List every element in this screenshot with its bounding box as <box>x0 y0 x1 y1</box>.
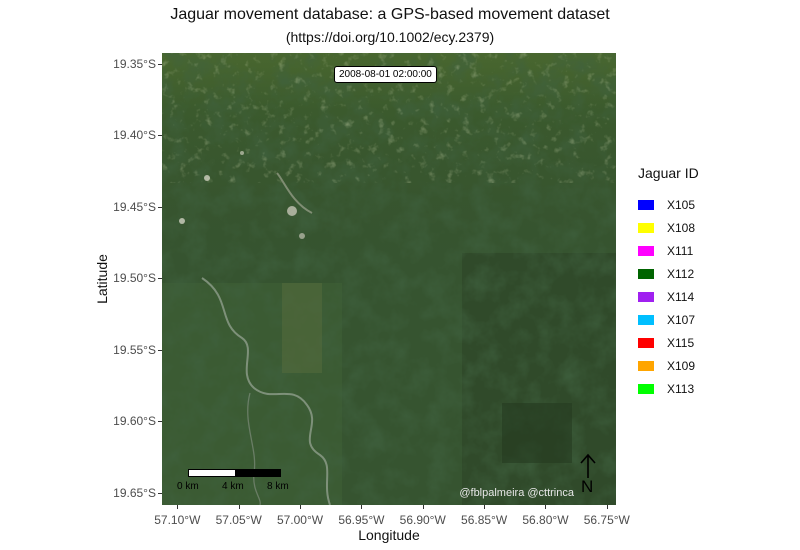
legend-label: X105 <box>667 197 696 212</box>
x-tick-mark <box>606 505 608 509</box>
legend-swatch <box>638 245 654 256</box>
legend-label: X112 <box>667 266 695 281</box>
legend-label: X113 <box>667 381 695 396</box>
x-tick-label: 57.00°W <box>276 513 324 527</box>
legend: Jaguar ID X105 X108 X111 X112 X114 X107 X115 X1… <box>638 165 699 400</box>
y-tick-label: 19.45°S <box>113 199 156 214</box>
legend-item: X108 <box>638 216 699 239</box>
y-tick-mark <box>158 135 162 137</box>
x-tick-label: 56.80°W <box>522 513 569 527</box>
scale-label-8: 8 km <box>267 481 289 492</box>
y-tick-label: 19.55°S <box>113 342 156 357</box>
y-tick-mark <box>158 349 162 351</box>
x-tick-label: 56.75°W <box>583 513 630 527</box>
y-tick-mark <box>158 492 162 494</box>
legend-label: X111 <box>667 243 694 258</box>
legend-label: X108 <box>667 220 696 235</box>
scale-label-0: 0 km <box>177 481 199 492</box>
x-tick-label: 56.85°W <box>461 513 508 527</box>
y-tick-mark <box>158 421 162 423</box>
legend-title: Jaguar ID <box>638 165 699 181</box>
legend-swatch <box>638 337 654 348</box>
x-tick-mark <box>545 505 547 509</box>
legend-swatch <box>638 360 654 371</box>
legend-items: X105 X108 X111 X112 X114 X107 X115 X109 X113 <box>638 193 699 400</box>
legend-item: X105 <box>638 193 699 216</box>
x-tick-mark <box>238 505 240 509</box>
legend-swatch <box>638 268 654 279</box>
plot-subtitle: (https://doi.org/10.1002/ecy.2379) <box>285 29 495 45</box>
legend-item: X109 <box>638 354 699 377</box>
legend-item: X111 <box>638 239 699 262</box>
y-axis-title: Latitude <box>94 254 110 304</box>
x-tick-mark <box>300 505 302 509</box>
plot-title: Jaguar movement database: a GPS-based mo… <box>170 6 610 23</box>
y-tick-mark <box>158 278 162 280</box>
x-tick-label: 56.90°W <box>399 513 446 527</box>
legend-item: X107 <box>638 308 699 331</box>
credit-text: @fblpalmeira @cttrinca <box>459 487 574 499</box>
legend-swatch <box>638 222 654 233</box>
timestamp-label: 2008-08-01 02:00:00 <box>334 66 437 83</box>
legend-item: X114 <box>638 285 699 308</box>
y-tick-label: 19.50°S <box>113 271 156 286</box>
legend-label: X114 <box>667 289 695 304</box>
x-tick-mark <box>361 505 363 509</box>
x-tick-mark <box>422 505 424 509</box>
legend-swatch <box>638 199 654 210</box>
x-tick-label: 57.05°W <box>215 513 262 527</box>
x-axis-title: Longitude <box>358 527 420 543</box>
x-tick-label: 57.10°W <box>154 513 201 527</box>
y-tick-label: 19.60°S <box>113 414 156 429</box>
legend-swatch <box>638 314 654 325</box>
scale-bar-white-segment <box>189 470 235 476</box>
satellite-map[interactable]: 2008-08-01 02:00:00 0 km 4 km 8 km N @fb… <box>162 53 616 505</box>
north-arrow: N <box>578 453 598 497</box>
scale-bar <box>188 469 281 477</box>
legend-item: X113 <box>638 377 699 400</box>
north-letter: N <box>581 477 594 496</box>
x-tick-label: 56.95°W <box>338 513 385 527</box>
y-tick-label: 19.35°S <box>113 56 156 71</box>
scale-label-4: 4 km <box>222 481 244 492</box>
x-tick-mark <box>177 505 179 509</box>
y-tick-label: 19.65°S <box>113 485 156 500</box>
legend-swatch <box>638 291 654 302</box>
legend-label: X107 <box>667 312 696 327</box>
legend-label: X115 <box>667 335 695 350</box>
y-tick-mark <box>158 206 162 208</box>
x-tick-mark <box>484 505 486 509</box>
north-arrow-icon <box>580 453 596 478</box>
y-tick-mark <box>158 63 162 65</box>
satellite-imagery <box>162 53 616 505</box>
legend-label: X109 <box>667 358 696 373</box>
legend-swatch <box>638 383 654 394</box>
legend-item: X115 <box>638 331 699 354</box>
scale-bar-black-segment <box>234 470 280 476</box>
legend-item: X112 <box>638 262 699 285</box>
y-tick-label: 19.40°S <box>113 128 156 143</box>
